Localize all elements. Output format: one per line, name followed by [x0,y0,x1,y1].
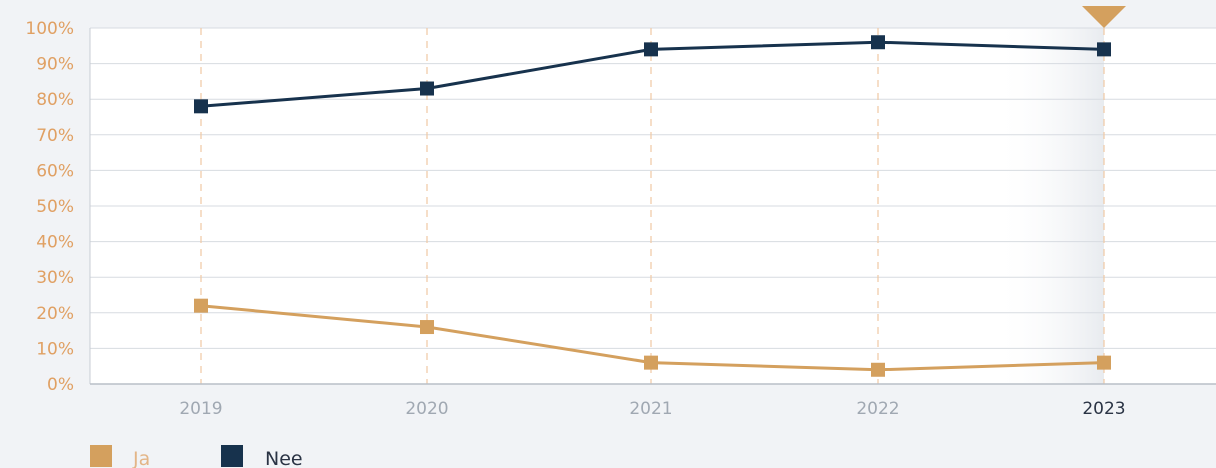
y-tick-label: 20% [36,304,74,324]
data-point-ja[interactable] [420,320,434,335]
y-tick-label: 40% [36,233,74,253]
legend-label-nee: Nee [265,448,303,468]
data-point-ja[interactable] [871,362,885,377]
series-ja [194,298,1111,377]
y-tick-label: 0% [47,375,74,395]
data-point-ja[interactable] [194,298,208,313]
legend-item-nee[interactable]: Nee [221,445,303,468]
y-tick-label: 90% [36,55,74,75]
y-tick-label: 10% [36,339,74,359]
legend-swatch-nee [221,445,243,467]
y-axis: 0% 10% 20% 30% 40% 50% 60% 70% 80% 90% 100% [25,19,74,395]
legend-label-ja: Ja [132,448,150,468]
x-tick-label[interactable]: 2020 [405,399,448,419]
legend: Ja Nee [90,445,303,468]
data-point-nee[interactable] [1097,42,1111,57]
data-point-nee[interactable] [871,35,885,50]
selected-year-marker-icon[interactable] [1082,6,1126,28]
series-nee [194,35,1111,114]
data-point-ja[interactable] [1097,355,1111,370]
x-tick-label[interactable]: 2019 [179,399,222,419]
x-tick-label[interactable]: 2023 [1082,399,1125,419]
x-tick-label[interactable]: 2022 [856,399,899,419]
x-tick-label[interactable]: 2021 [629,399,672,419]
data-point-nee[interactable] [644,42,658,57]
x-axis: 2019 2020 2021 2022 2023 [179,399,1125,419]
y-tick-label: 100% [25,19,74,39]
y-tick-label: 70% [36,126,74,146]
y-tick-label: 50% [36,197,74,217]
series [194,35,1111,377]
legend-swatch-ja [90,445,112,467]
data-point-nee[interactable] [194,99,208,114]
y-tick-label: 60% [36,161,74,181]
legend-item-ja[interactable]: Ja [90,445,150,468]
y-tick-label: 80% [36,90,74,110]
y-tick-label: 30% [36,268,74,288]
data-point-ja[interactable] [644,355,658,370]
data-point-nee[interactable] [420,81,434,96]
